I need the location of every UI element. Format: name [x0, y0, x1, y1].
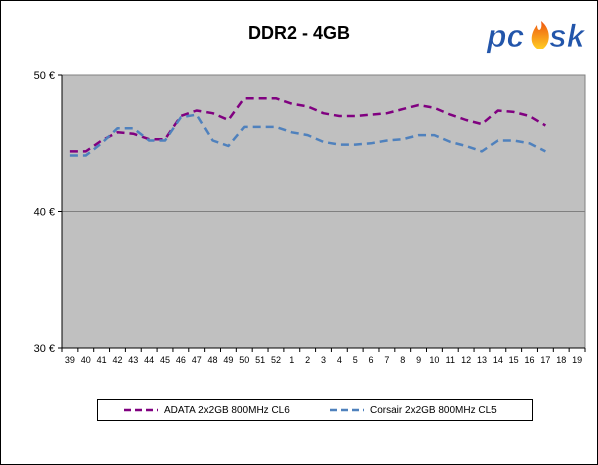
legend-swatch-adata — [124, 408, 158, 412]
x-tick-label: 7 — [384, 355, 389, 365]
x-tick-label: 12 — [461, 355, 471, 365]
x-tick-label: 5 — [353, 355, 358, 365]
x-tick-label: 46 — [176, 355, 186, 365]
x-tick-label: 11 — [446, 355, 455, 365]
x-tick-label: 4 — [337, 355, 342, 365]
svg-text:sk: sk — [549, 18, 587, 54]
legend: ADATA 2x2GB 800MHz CL6 Corsair 2x2GB 800… — [97, 399, 533, 421]
x-tick-label: 6 — [369, 355, 374, 365]
x-tick-label: 16 — [525, 355, 535, 365]
x-tick-label: 51 — [255, 355, 265, 365]
pcosk-logo: pc sk — [486, 18, 588, 55]
x-tick-label: 43 — [128, 355, 138, 365]
x-tick-label: 8 — [400, 355, 405, 365]
x-tick-label: 50 — [239, 355, 249, 365]
x-tick-label: 47 — [192, 355, 202, 365]
x-tick-label: 42 — [112, 355, 122, 365]
x-tick-label: 44 — [144, 355, 154, 365]
x-tick-label: 52 — [271, 355, 281, 365]
legend-label-corsair: Corsair 2x2GB 800MHz CL5 — [370, 404, 497, 416]
legend-label-adata: ADATA 2x2GB 800MHz CL6 — [164, 404, 290, 416]
legend-item-corsair: Corsair 2x2GB 800MHz CL5 — [330, 403, 497, 417]
y-tick-label: 30 € — [34, 343, 55, 355]
x-tick-label: 9 — [416, 355, 421, 365]
x-tick-label: 2 — [305, 355, 310, 365]
x-tick-label: 14 — [493, 355, 503, 365]
x-tick-label: 41 — [97, 355, 107, 365]
legend-item-adata: ADATA 2x2GB 800MHz CL6 — [124, 403, 290, 417]
x-tick-label: 17 — [540, 355, 550, 365]
x-tick-label: 18 — [556, 355, 566, 365]
x-tick-label: 10 — [429, 355, 439, 365]
y-tick-label: 40 € — [34, 207, 55, 219]
x-tick-label: 45 — [160, 355, 170, 365]
x-tick-label: 39 — [65, 355, 75, 365]
chart-title: DDR2 - 4GB — [247, 23, 350, 43]
x-tick-label: 48 — [208, 355, 218, 365]
y-tick-label: 50 € — [34, 70, 55, 82]
x-tick-label: 13 — [477, 355, 487, 365]
series-line-1 — [69, 113, 546, 157]
x-tick-label: 3 — [321, 355, 326, 365]
x-tick-label: 1 — [289, 355, 294, 365]
x-tick-label: 40 — [81, 355, 91, 365]
x-tick-label: 19 — [572, 355, 582, 365]
svg-text:pc: pc — [486, 18, 525, 54]
x-tick-label: 49 — [223, 355, 233, 365]
x-tick-label: 15 — [509, 355, 519, 365]
legend-swatch-corsair — [330, 408, 364, 412]
